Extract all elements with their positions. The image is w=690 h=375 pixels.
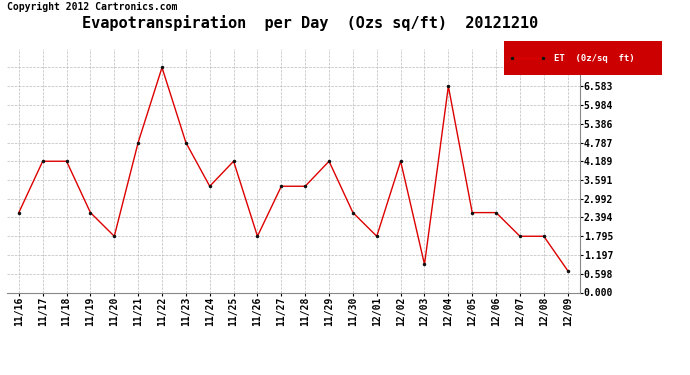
Text: Copyright 2012 Cartronics.com: Copyright 2012 Cartronics.com <box>7 2 177 12</box>
Text: ET  (0z/sq  ft): ET (0z/sq ft) <box>555 54 635 63</box>
Text: Evapotranspiration  per Day  (Ozs sq/ft)  20121210: Evapotranspiration per Day (Ozs sq/ft) 2… <box>82 15 539 31</box>
